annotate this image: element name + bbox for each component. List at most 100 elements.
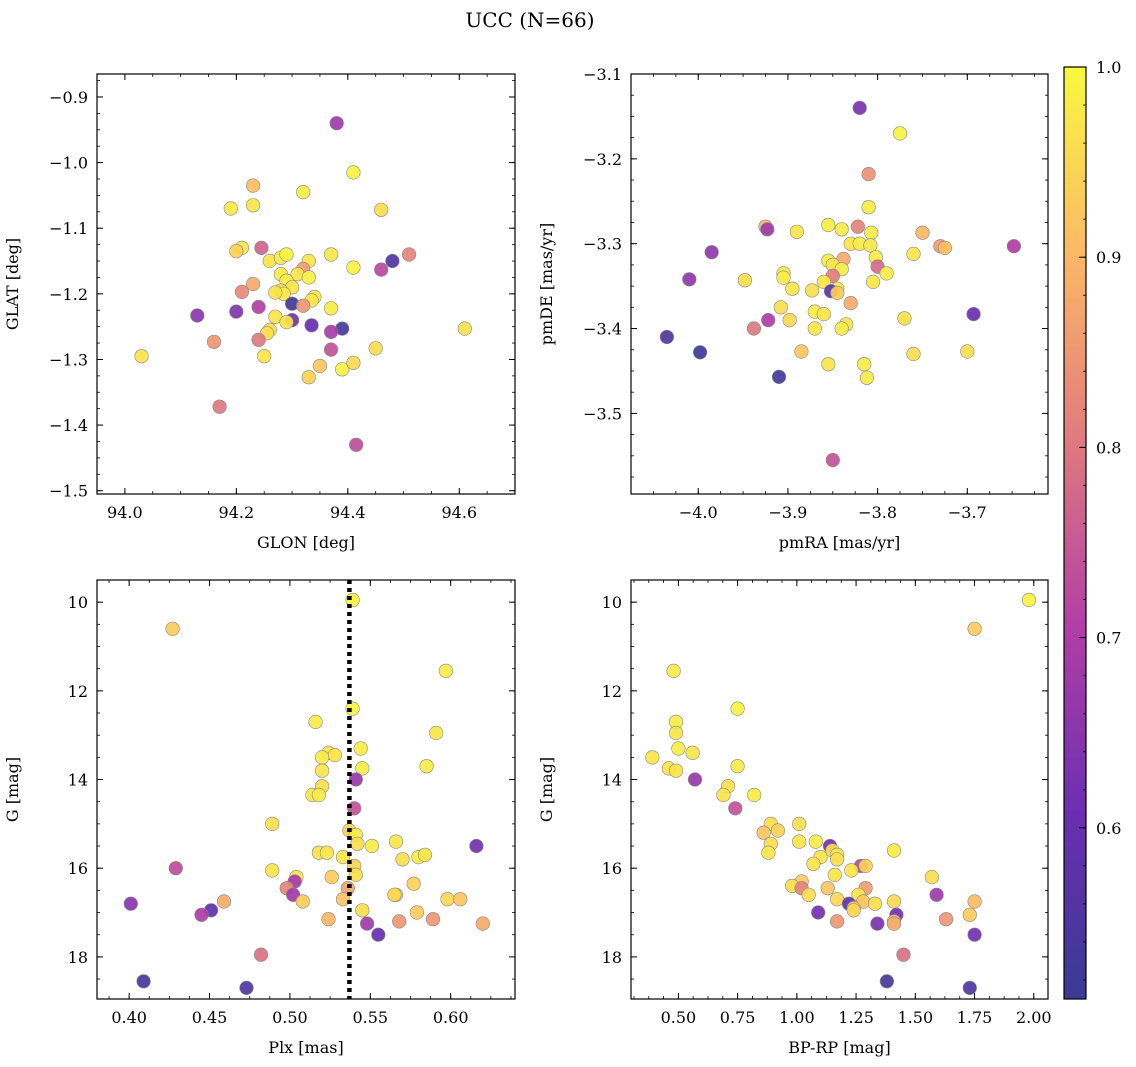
x-tick-label: 0.50 <box>272 1008 308 1027</box>
data-point <box>385 253 400 269</box>
data-point <box>843 296 858 311</box>
data-point <box>348 772 363 787</box>
data-point <box>223 201 238 216</box>
x-tick-label: 94.0 <box>107 503 143 522</box>
data-point <box>906 346 921 362</box>
data-point <box>816 307 831 322</box>
data-point <box>265 863 280 878</box>
x-tick-label: 0.50 <box>661 1008 697 1027</box>
data-point <box>402 247 417 262</box>
data-point <box>194 907 209 922</box>
data-point <box>324 301 339 316</box>
y-tick-label: 18 <box>602 948 622 967</box>
data-point <box>801 887 816 902</box>
y-tick-label: −1.2 <box>49 285 88 304</box>
data-point <box>929 887 944 902</box>
x-tick-label: −4.0 <box>679 503 718 522</box>
data-point <box>668 725 684 741</box>
data-point <box>312 358 328 374</box>
panel-glon-glat: 94.0 94.2 94.4 94.6 −0.9 −1.0 −1.1 −1.2 −1.3 −1.4… <box>3 73 516 552</box>
data-point <box>134 349 149 364</box>
x-tick-label: −3.9 <box>769 503 808 522</box>
y-tick-label: 16 <box>602 859 622 878</box>
data-point <box>807 321 822 336</box>
data-point <box>863 238 878 253</box>
data-point <box>760 222 775 237</box>
y-tick-label: −3.5 <box>583 404 622 423</box>
data-point <box>682 272 697 287</box>
data-point <box>212 399 227 414</box>
data-point <box>257 349 272 364</box>
data-point <box>348 867 363 883</box>
data-point <box>246 198 261 213</box>
data-point <box>136 974 151 989</box>
data-point <box>190 308 205 323</box>
colorbar-gradient <box>1063 66 1087 1000</box>
data-point <box>168 861 183 876</box>
data-point <box>804 283 820 298</box>
data-point <box>308 714 323 730</box>
data-point <box>830 285 845 301</box>
data-point <box>315 750 330 765</box>
colorbar-tick-label: 0.9 <box>1096 248 1121 267</box>
data-point <box>429 725 444 741</box>
data-point <box>324 342 339 357</box>
data-point <box>687 772 703 787</box>
y-tick-label: 14 <box>602 771 622 790</box>
y-tick-label: −1.0 <box>49 154 88 173</box>
data-point <box>967 621 982 636</box>
data-point <box>671 741 686 756</box>
data-point <box>716 787 731 803</box>
data-point <box>666 663 681 679</box>
data-point <box>806 856 821 871</box>
x-tick-label: 0.75 <box>720 1008 756 1027</box>
x-tick-label: 1.75 <box>957 1008 993 1027</box>
data-point <box>906 246 921 261</box>
y-axis-label: pmDE [mas/yr] <box>537 223 556 346</box>
data-point <box>966 307 981 322</box>
x-tick-label: 0.55 <box>352 1008 388 1027</box>
y-tick-label: −3.3 <box>583 235 622 254</box>
data-point <box>967 927 982 942</box>
data-point <box>388 834 404 849</box>
data-point <box>794 344 809 359</box>
data-point <box>355 903 370 918</box>
figure-title: UCC (N=66) <box>465 8 594 32</box>
data-point <box>886 843 902 858</box>
data-point <box>861 167 876 182</box>
data-point <box>659 329 675 345</box>
data-point <box>216 894 232 909</box>
data-point <box>870 916 885 931</box>
data-point <box>962 980 977 996</box>
data-point <box>761 845 776 860</box>
data-point <box>409 905 425 920</box>
data-point <box>419 759 434 774</box>
y-tick-label: −1.3 <box>49 350 88 369</box>
data-point <box>829 852 845 867</box>
data-point <box>346 165 361 180</box>
data-point <box>850 219 866 234</box>
data-point <box>368 341 383 356</box>
x-axis-label: BP-RP [mag] <box>788 1038 890 1057</box>
data-point <box>645 750 660 765</box>
data-point <box>296 185 311 200</box>
data-point <box>335 892 351 907</box>
data-point <box>315 763 330 778</box>
data-point <box>301 270 316 285</box>
data-point <box>469 838 484 854</box>
data-point <box>253 947 269 962</box>
data-point <box>924 869 940 885</box>
data-point <box>861 200 876 215</box>
data-point <box>864 225 879 240</box>
colorbar-tick-label: 0.6 <box>1096 819 1121 838</box>
data-point <box>165 621 180 636</box>
data-point <box>844 863 859 878</box>
data-point <box>746 321 762 336</box>
data-point <box>475 916 490 931</box>
data-point <box>360 916 375 931</box>
x-tick-label: 0.40 <box>111 1008 147 1027</box>
data-point <box>304 318 319 333</box>
data-point <box>301 370 316 385</box>
data-point <box>1021 592 1037 608</box>
